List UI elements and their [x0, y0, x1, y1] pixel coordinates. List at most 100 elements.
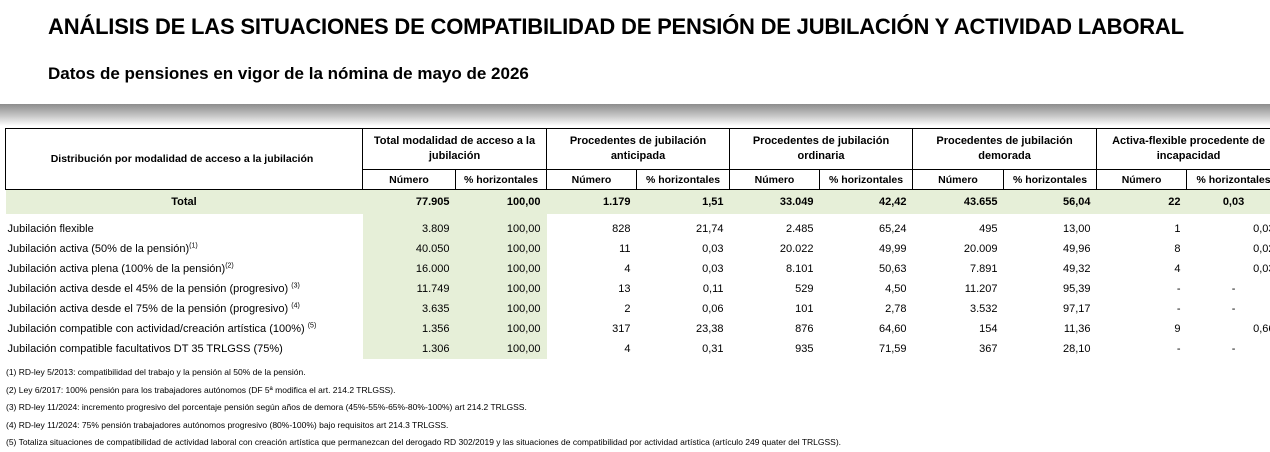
table-cell: 50,63 — [820, 259, 913, 279]
group-header-demorada: Procedentes de jubilación demorada — [913, 129, 1097, 170]
table-cell: 828 — [547, 219, 637, 239]
sub-header-pct: % horizontales — [1004, 170, 1097, 190]
footnote-ref: (2) — [225, 262, 234, 269]
footnote-ref: (3) — [291, 282, 300, 289]
table-cell: 1,51 — [637, 190, 730, 215]
table-cell: 495 — [913, 219, 1004, 239]
table-cell: 0,03 — [637, 259, 730, 279]
footnote-ref: (4) — [291, 302, 300, 309]
table-cell: - — [1187, 279, 1270, 299]
table-cell: 40.050 — [363, 239, 456, 259]
table-cell: 97,17 — [1004, 299, 1097, 319]
table-cell: 0,02 — [1187, 239, 1270, 259]
sub-header-pct: % horizontales — [637, 170, 730, 190]
table-cell: 22 — [1097, 190, 1187, 215]
table-cell: 100,00 — [456, 190, 547, 215]
table-cell: 0,03 — [1187, 190, 1270, 215]
table-cell: - — [1097, 299, 1187, 319]
row-label: Jubilación activa plena (100% de la pens… — [6, 259, 363, 279]
table-cell: 2,78 — [820, 299, 913, 319]
table-cell: 33.049 — [730, 190, 820, 215]
row-label: Jubilación compatible facultativos DT 35… — [6, 339, 363, 359]
table-cell: 13,00 — [1004, 219, 1097, 239]
table-cell: 9 — [1097, 319, 1187, 339]
pensions-table: Distribución por modalidad de acceso a l… — [5, 128, 1270, 359]
table-cell: 95,39 — [1004, 279, 1097, 299]
footnote: (2) Ley 6/2017: 100% pensión para los tr… — [6, 382, 841, 400]
table-cell: 43.655 — [913, 190, 1004, 215]
footnote: (1) RD-ley 5/2013: compatibilidad del tr… — [6, 364, 841, 382]
table-cell: 11.207 — [913, 279, 1004, 299]
sub-header-pct: % horizontales — [1187, 170, 1270, 190]
table-cell: 28,10 — [1004, 339, 1097, 359]
row-label: Jubilación flexible — [6, 219, 363, 239]
table-cell: 1.356 — [363, 319, 456, 339]
total-row: Total 77.905 100,00 1.179 1,51 33.049 42… — [6, 190, 1270, 215]
sub-header-pct: % horizontales — [456, 170, 547, 190]
table-cell: 0,11 — [637, 279, 730, 299]
table-cell: 2 — [547, 299, 637, 319]
table-row: Jubilación activa (50% de la pensión)(1)… — [6, 239, 1270, 259]
table-cell: - — [1187, 339, 1270, 359]
row-label: Jubilación activa desde el 75% de la pen… — [6, 299, 363, 319]
table-cell: 876 — [730, 319, 820, 339]
sub-header-pct: % horizontales — [820, 170, 913, 190]
table-cell: 64,60 — [820, 319, 913, 339]
table-cell: 3.635 — [363, 299, 456, 319]
table-cell: 367 — [913, 339, 1004, 359]
table-cell: 0,03 — [1187, 259, 1270, 279]
table-cell: 71,59 — [820, 339, 913, 359]
table-cell: - — [1097, 339, 1187, 359]
table-cell: 8.101 — [730, 259, 820, 279]
table-cell: 101 — [730, 299, 820, 319]
table-cell: 100,00 — [456, 339, 547, 359]
table-cell: 7.891 — [913, 259, 1004, 279]
table-cell: 3.532 — [913, 299, 1004, 319]
table-row: Jubilación compatible facultativos DT 35… — [6, 339, 1270, 359]
table-cell: 0,03 — [637, 239, 730, 259]
table-cell: 13 — [547, 279, 637, 299]
table-cell: 100,00 — [456, 279, 547, 299]
sub-header-number: Número — [363, 170, 456, 190]
table-cell: 1.306 — [363, 339, 456, 359]
footnotes: (1) RD-ley 5/2013: compatibilidad del tr… — [6, 364, 841, 452]
table-cell: 21,74 — [637, 219, 730, 239]
table-cell: 0,06 — [637, 299, 730, 319]
table-cell: 2.485 — [730, 219, 820, 239]
table-cell: 100,00 — [456, 219, 547, 239]
table-cell: 317 — [547, 319, 637, 339]
table-cell: 77.905 — [363, 190, 456, 215]
table-row: Jubilación activa plena (100% de la pens… — [6, 259, 1270, 279]
footnote: (4) RD-ley 11/2024: 75% pensión trabajad… — [6, 417, 841, 435]
page-title: ANÁLISIS DE LAS SITUACIONES DE COMPATIBI… — [48, 14, 1184, 40]
table-cell: 154 — [913, 319, 1004, 339]
table-cell: - — [1187, 299, 1270, 319]
table-cell: 4,50 — [820, 279, 913, 299]
table-cell: 11.749 — [363, 279, 456, 299]
table-cell: 20.009 — [913, 239, 1004, 259]
group-header-total: Total modalidad de acceso a la jubilació… — [363, 129, 547, 170]
page-subtitle: Datos de pensiones en vigor de la nómina… — [48, 64, 529, 84]
table-cell: 4 — [547, 259, 637, 279]
table-cell: 100,00 — [456, 259, 547, 279]
table-row: Jubilación activa desde el 45% de la pen… — [6, 279, 1270, 299]
table-cell: 935 — [730, 339, 820, 359]
table-cell: 4 — [547, 339, 637, 359]
footnote-ref: (1) — [189, 242, 198, 249]
table-cell: 56,04 — [1004, 190, 1097, 215]
sub-header-number: Número — [1097, 170, 1187, 190]
row-label: Jubilación activa desde el 45% de la pen… — [6, 279, 363, 299]
table-cell: 1.179 — [547, 190, 637, 215]
sub-header-number: Número — [913, 170, 1004, 190]
header-shade-band — [0, 104, 1270, 126]
footnote: (3) RD-ley 11/2024: incremento progresiv… — [6, 399, 841, 417]
sub-header-number: Número — [547, 170, 637, 190]
table-cell: 11,36 — [1004, 319, 1097, 339]
table-cell: 0,66 — [1187, 319, 1270, 339]
table-cell: - — [1097, 279, 1187, 299]
table-cell: 0,31 — [637, 339, 730, 359]
footnote-ref: (5) — [308, 322, 317, 329]
table-cell: 49,96 — [1004, 239, 1097, 259]
table-cell: 0,03 — [1187, 219, 1270, 239]
